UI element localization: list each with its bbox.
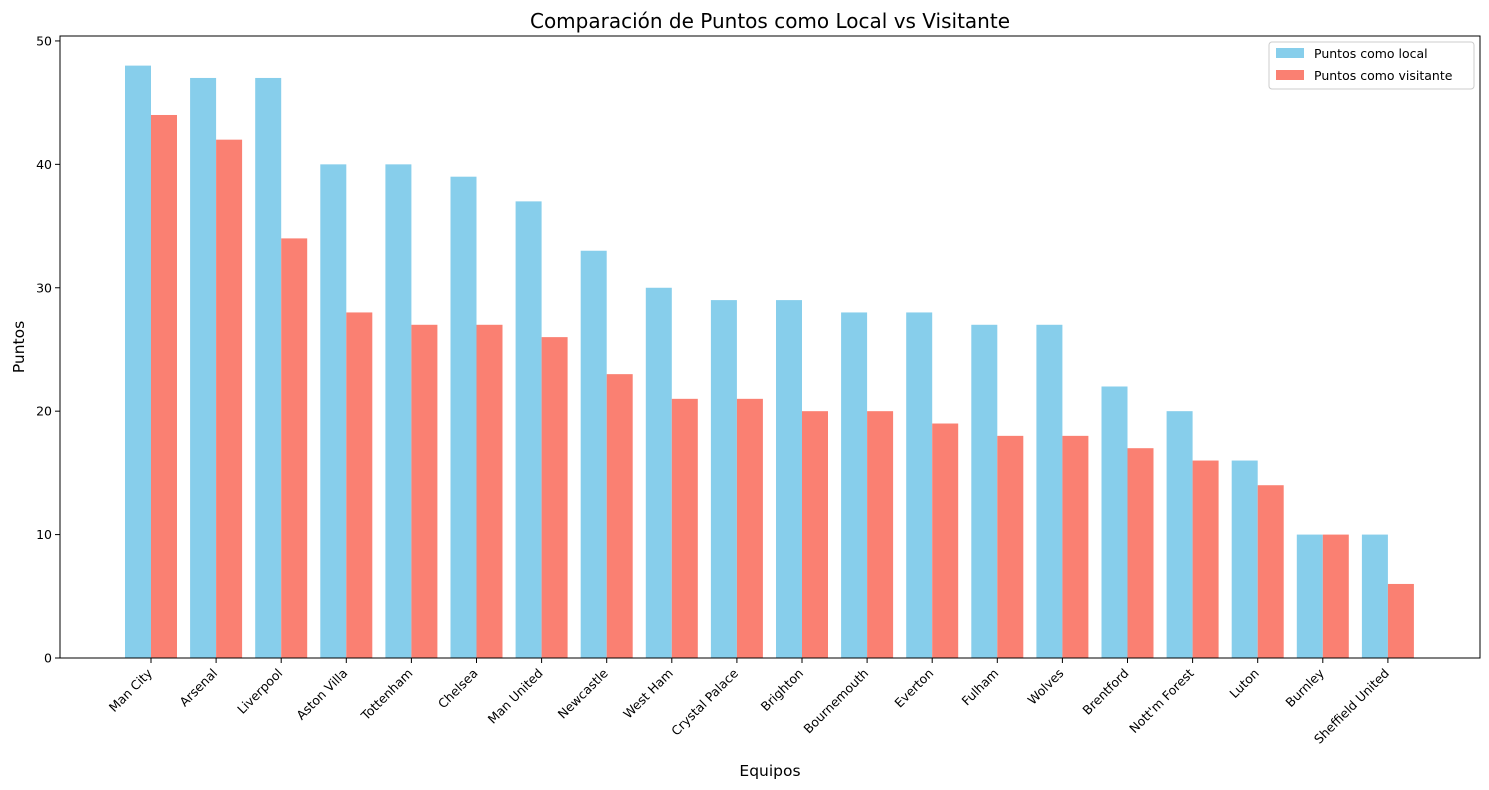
- bar-local-11: [841, 312, 868, 658]
- bar-local-13: [971, 324, 998, 658]
- y-tick-label-4: 40: [36, 157, 52, 172]
- bar-local-10: [776, 300, 802, 658]
- legend-label-visitante: Puntos como visitante: [1314, 68, 1453, 83]
- bar-visitante-2: [281, 238, 308, 658]
- bar-visitante-4: [411, 324, 438, 658]
- legend-swatch-local: [1276, 48, 1304, 58]
- bar-visitante-11: [867, 411, 894, 658]
- bar-local-14: [1036, 324, 1063, 658]
- y-tick-label-5: 50: [36, 33, 52, 48]
- bar-local-12: [906, 312, 933, 658]
- bar-visitante-15: [1127, 448, 1154, 658]
- legend-swatch-visitante: [1276, 70, 1304, 80]
- bar-visitante-5: [476, 324, 503, 658]
- bar-local-2: [255, 77, 282, 658]
- bar-local-5: [450, 176, 477, 658]
- bar-local-1: [190, 77, 217, 658]
- bar-local-19: [1361, 534, 1388, 658]
- y-axis-ticks: 0 10 20 30 40 50: [36, 33, 60, 666]
- chart-title: Comparación de Puntos como Local vs Visi…: [530, 9, 1010, 33]
- y-tick-label-3: 30: [36, 280, 52, 295]
- bar-local-16: [1166, 411, 1193, 658]
- bar-visitante-8: [671, 398, 698, 658]
- bar-visitante-16: [1192, 460, 1219, 658]
- bar-visitante-0: [151, 114, 177, 658]
- y-tick-label-0: 0: [44, 651, 52, 666]
- bar-local-3: [320, 164, 347, 658]
- bar-local-8: [645, 287, 672, 658]
- legend: Puntos como local Puntos como visitante: [1268, 41, 1475, 90]
- bar-visitante-18: [1322, 534, 1349, 658]
- bar-local-4: [385, 164, 412, 658]
- bar-visitante-1: [216, 139, 243, 658]
- bar-local-0: [125, 65, 151, 659]
- bar-local-7: [580, 250, 607, 658]
- bar-visitante-17: [1257, 485, 1284, 658]
- bar-local-6: [515, 201, 542, 658]
- bar-local-9: [710, 300, 737, 658]
- bar-local-15: [1101, 386, 1128, 658]
- bars-group: [125, 65, 1414, 659]
- bar-local-17: [1231, 460, 1258, 658]
- y-axis-label: Puntos: [10, 321, 28, 373]
- bar-visitante-10: [802, 411, 828, 658]
- legend-label-local: Puntos como local: [1314, 46, 1428, 61]
- bar-visitante-9: [736, 398, 763, 658]
- y-tick-label-1: 10: [36, 527, 52, 542]
- x-axis-label: Equipos: [739, 762, 800, 780]
- y-tick-label-2: 20: [36, 404, 52, 419]
- bar-visitante-7: [606, 374, 633, 658]
- plot-frame: [59, 35, 1481, 659]
- bar-visitante-12: [932, 423, 959, 658]
- bar-visitante-13: [997, 435, 1024, 658]
- bar-visitante-19: [1387, 583, 1414, 658]
- bar-visitante-3: [346, 312, 373, 658]
- bar-local-18: [1296, 534, 1323, 658]
- bar-visitante-6: [541, 337, 568, 658]
- legend-box: [1268, 41, 1475, 90]
- bar-visitante-14: [1062, 435, 1089, 658]
